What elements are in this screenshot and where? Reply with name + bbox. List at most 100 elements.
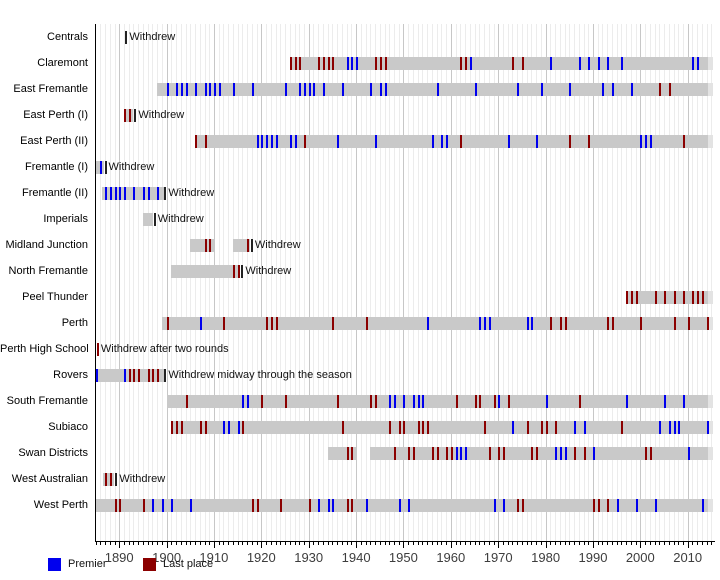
- minor-tick: [185, 542, 187, 545]
- club-bar-current-season: [708, 395, 714, 408]
- axis-tick-label: 1920: [246, 550, 276, 565]
- withdrew-label: Withdrew: [245, 265, 292, 277]
- premier-mark: [294, 135, 297, 148]
- minor-tick: [583, 542, 585, 545]
- premier-mark: [384, 83, 387, 96]
- premier-mark: [507, 135, 510, 148]
- major-tick: [498, 542, 500, 548]
- last-place-mark: [394, 447, 396, 460]
- gridline: [593, 24, 594, 541]
- premier-mark: [209, 83, 212, 96]
- last-place-mark: [289, 57, 292, 70]
- gridline: [133, 24, 135, 541]
- gridline: [398, 24, 400, 541]
- last-place-mark: [247, 239, 250, 252]
- premier-mark: [389, 395, 392, 408]
- premier-mark: [105, 187, 107, 200]
- premier-mark: [455, 447, 458, 460]
- last-place-mark: [185, 395, 188, 408]
- minor-tick: [128, 542, 130, 545]
- gridline: [379, 24, 381, 541]
- premier-mark: [379, 83, 382, 96]
- minor-tick: [351, 542, 353, 545]
- last-place-mark: [304, 135, 306, 148]
- last-place-mark: [526, 421, 529, 434]
- club-label: Midland Junction: [5, 239, 88, 251]
- last-place-mark: [574, 447, 576, 460]
- gridline: [384, 24, 386, 541]
- premier-mark: [242, 395, 245, 408]
- gridline: [597, 24, 599, 541]
- gridline: [266, 24, 268, 541]
- last-place-mark: [237, 265, 240, 278]
- axis-tick-label: 1960: [436, 550, 466, 565]
- withdrew-label: Withdrew: [254, 239, 301, 251]
- last-place-mark: [512, 57, 515, 70]
- minor-tick: [341, 542, 343, 545]
- minor-tick: [176, 542, 178, 545]
- minor-tick: [285, 542, 286, 545]
- gridline: [119, 24, 121, 541]
- gridline: [512, 24, 514, 541]
- club-bar: [166, 395, 709, 408]
- gridline: [223, 24, 225, 541]
- last-place-mark: [180, 421, 183, 434]
- premier-mark: [176, 83, 179, 96]
- last-place-mark: [408, 447, 411, 460]
- premier-mark: [199, 317, 202, 330]
- minor-tick: [602, 542, 604, 545]
- last-place-mark: [157, 369, 160, 382]
- gridline: [318, 24, 320, 541]
- premier-mark: [531, 317, 534, 330]
- last-place-mark: [308, 499, 311, 512]
- minor-tick: [664, 542, 665, 545]
- gridline: [479, 24, 481, 541]
- premier-mark: [157, 187, 160, 200]
- minor-tick: [507, 542, 509, 545]
- premier-mark: [247, 395, 250, 408]
- last-place-mark: [450, 447, 453, 460]
- last-place-mark: [607, 317, 610, 330]
- axis-tick-label: 1950: [388, 550, 418, 565]
- gridline: [588, 24, 590, 541]
- minor-tick: [394, 542, 395, 545]
- club-label: West Perth: [33, 499, 88, 511]
- club-bar-current-season: [708, 499, 714, 512]
- minor-tick: [536, 542, 538, 545]
- minor-tick: [626, 542, 628, 545]
- premier-mark: [256, 135, 259, 148]
- premier-mark: [322, 83, 325, 96]
- club-label: Swan Districts: [18, 447, 88, 459]
- minor-tick: [228, 542, 230, 545]
- withdrew-marker: [250, 239, 253, 252]
- club-label: West Australian: [11, 473, 88, 485]
- premier-mark: [446, 135, 449, 148]
- gridline: [351, 24, 353, 541]
- gridline: [346, 24, 348, 541]
- last-place-mark: [128, 369, 131, 382]
- last-place-mark: [422, 421, 425, 434]
- club-label: Imperials: [43, 213, 88, 225]
- minor-tick: [465, 542, 466, 545]
- premier-mark: [460, 447, 463, 460]
- premier-mark: [484, 317, 486, 330]
- gridline: [711, 24, 713, 541]
- minor-tick: [550, 542, 552, 545]
- gridline: [536, 24, 538, 541]
- last-place-mark: [375, 395, 377, 408]
- last-place-mark: [332, 57, 335, 70]
- major-tick: [593, 542, 594, 548]
- club-bar: [103, 473, 115, 486]
- gridline: [507, 24, 509, 541]
- last-place-mark: [673, 317, 676, 330]
- minor-tick: [569, 542, 571, 545]
- premier-mark: [593, 447, 595, 460]
- minor-tick: [304, 542, 305, 545]
- minor-tick: [299, 542, 301, 545]
- premier-mark: [654, 499, 657, 512]
- gridline: [394, 24, 395, 541]
- gridline: [123, 24, 125, 541]
- minor-tick: [668, 542, 670, 545]
- club-bar: [289, 57, 709, 70]
- minor-tick: [692, 542, 694, 545]
